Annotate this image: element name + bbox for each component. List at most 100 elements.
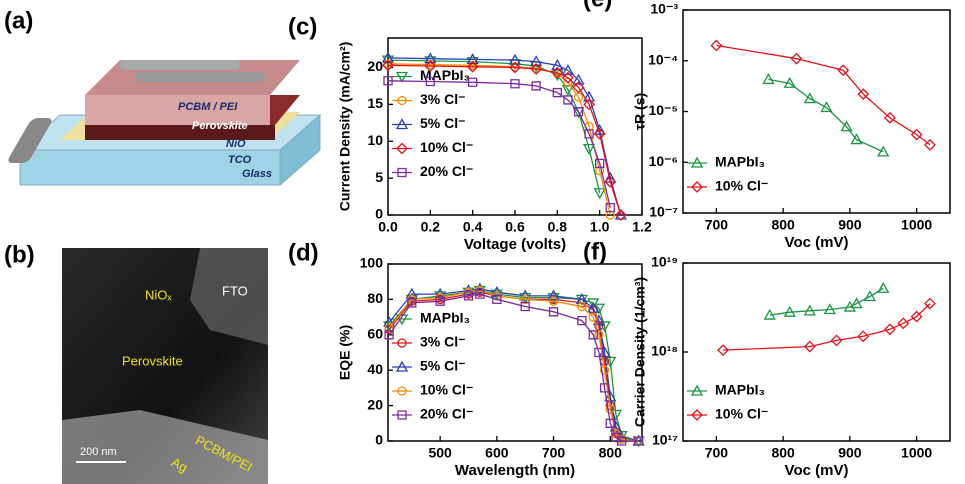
marker	[510, 79, 520, 89]
legend-label: MAPbI₃	[420, 67, 470, 83]
legend-marker	[397, 386, 407, 396]
legend-label: 3% Cl⁻	[420, 91, 466, 107]
marker	[587, 298, 600, 310]
marker	[548, 307, 559, 317]
panel-label: (a)	[4, 7, 33, 34]
marker	[850, 297, 863, 309]
marker	[588, 330, 598, 340]
marker	[520, 301, 530, 312]
marker	[582, 143, 596, 155]
legend-marker	[397, 95, 407, 106]
marker	[604, 390, 617, 402]
marker	[830, 334, 843, 347]
marker	[425, 76, 435, 87]
legend-label: MAPbI₃	[420, 310, 470, 326]
x-tick-label: 1000	[901, 217, 932, 233]
x-tick-label: 0.8	[548, 219, 568, 235]
legend-label: MAPbI₃	[715, 154, 765, 170]
x-axis-label: Voc (mV)	[785, 234, 849, 251]
legend-label: 10% Cl⁻	[715, 178, 768, 194]
series-line	[768, 78, 884, 153]
y-tick-label: 20	[367, 396, 383, 412]
marker	[633, 436, 644, 446]
marker	[531, 81, 541, 91]
marker	[803, 340, 816, 353]
panel-label: (d)	[288, 239, 319, 266]
marker	[763, 308, 776, 320]
marker	[424, 52, 437, 64]
marker	[884, 111, 896, 124]
marker	[857, 330, 870, 343]
marker	[551, 58, 564, 70]
marker	[910, 128, 923, 141]
legend-marker	[690, 384, 704, 396]
marker	[577, 301, 587, 312]
x-tick-label: 800	[771, 217, 795, 233]
marker	[850, 133, 863, 145]
x-tick-label: 900	[838, 217, 862, 233]
y-tick-label: 80	[367, 290, 383, 306]
legend-label: MAPbI₃	[715, 382, 765, 398]
legend-marker	[397, 338, 407, 348]
marker	[863, 290, 877, 302]
marker	[582, 90, 596, 102]
marker	[588, 312, 598, 322]
marker	[492, 294, 502, 305]
x-tick-label: 700	[705, 445, 729, 461]
legend-label: 3% Cl⁻	[420, 334, 466, 350]
legend-label: 10% Cl⁻	[420, 382, 473, 398]
series-line	[387, 80, 611, 208]
series-line	[387, 64, 622, 216]
device-schematic	[8, 60, 322, 187]
marker	[857, 88, 870, 101]
marker	[383, 316, 396, 328]
legend-marker	[396, 142, 408, 155]
tem-label: FTO	[222, 283, 248, 298]
marker	[877, 281, 890, 293]
marker	[577, 315, 587, 326]
panel-label: (f)	[583, 238, 607, 265]
marker	[599, 365, 610, 375]
marker	[604, 356, 617, 368]
marker	[924, 297, 936, 310]
y-tick-label: 15	[367, 95, 383, 111]
marker	[616, 436, 627, 446]
y-tick-label: 10⁻⁶	[649, 153, 678, 169]
marker	[717, 344, 729, 357]
y-tick-label: 40	[367, 361, 383, 377]
marker	[462, 284, 475, 296]
marker	[614, 209, 627, 221]
marker	[803, 92, 816, 104]
legend-marker	[397, 167, 407, 178]
marker	[614, 208, 627, 220]
marker	[710, 39, 723, 52]
x-axis-label: Voltage (volts)	[464, 236, 566, 253]
legend-marker	[395, 360, 409, 372]
marker	[924, 138, 936, 151]
y-tick-label: 0	[375, 206, 383, 222]
y-axis-label: τR (s)	[632, 93, 648, 130]
marker	[424, 60, 437, 72]
marker	[519, 292, 532, 304]
tem-region	[190, 248, 268, 345]
y-tick-label: 100	[360, 255, 384, 271]
marker	[466, 60, 479, 73]
series-line	[387, 57, 622, 216]
marker	[463, 291, 474, 301]
marker	[548, 296, 559, 306]
marker	[572, 81, 585, 94]
legend-label: 20% Cl⁻	[420, 406, 473, 422]
marker	[475, 289, 485, 299]
marker	[407, 298, 417, 308]
x-tick-label: 800	[599, 445, 623, 461]
x-tick-label: 1.0	[590, 219, 610, 235]
marker	[840, 120, 853, 132]
legend-marker	[690, 156, 704, 168]
marker	[884, 323, 896, 336]
x-tick-label: 500	[428, 445, 452, 461]
marker	[530, 55, 543, 67]
tem-label: Perovskite	[122, 353, 183, 368]
marker	[468, 77, 478, 87]
x-tick-label: 1.2	[632, 219, 652, 235]
marker	[381, 51, 395, 63]
